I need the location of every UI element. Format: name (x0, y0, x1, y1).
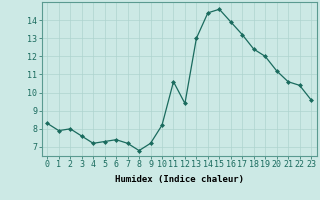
X-axis label: Humidex (Indice chaleur): Humidex (Indice chaleur) (115, 175, 244, 184)
